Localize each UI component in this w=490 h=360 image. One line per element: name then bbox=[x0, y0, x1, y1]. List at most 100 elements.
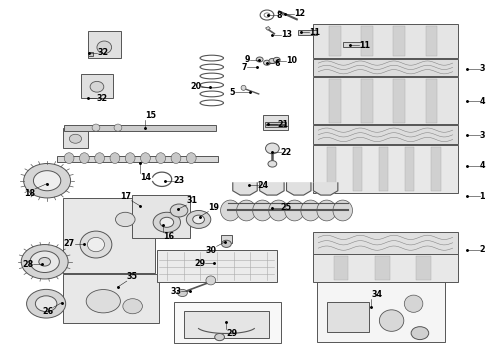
FancyBboxPatch shape bbox=[329, 26, 341, 56]
Ellipse shape bbox=[86, 289, 121, 313]
Ellipse shape bbox=[87, 237, 104, 252]
Circle shape bbox=[256, 57, 263, 62]
FancyBboxPatch shape bbox=[265, 125, 286, 127]
Ellipse shape bbox=[79, 153, 89, 163]
FancyBboxPatch shape bbox=[379, 147, 388, 191]
Text: 29: 29 bbox=[195, 259, 205, 268]
FancyBboxPatch shape bbox=[314, 254, 458, 282]
Text: 10: 10 bbox=[286, 57, 297, 66]
Ellipse shape bbox=[90, 81, 104, 92]
FancyBboxPatch shape bbox=[184, 311, 270, 338]
Text: 15: 15 bbox=[145, 111, 156, 120]
Circle shape bbox=[24, 163, 71, 198]
Text: 32: 32 bbox=[97, 94, 108, 103]
FancyBboxPatch shape bbox=[64, 125, 216, 131]
FancyBboxPatch shape bbox=[405, 147, 415, 191]
Circle shape bbox=[273, 57, 280, 62]
Text: 18: 18 bbox=[24, 189, 35, 198]
FancyBboxPatch shape bbox=[329, 79, 341, 123]
Circle shape bbox=[26, 289, 66, 318]
Ellipse shape bbox=[95, 153, 104, 163]
Ellipse shape bbox=[301, 200, 320, 221]
Circle shape bbox=[21, 244, 68, 279]
Circle shape bbox=[153, 212, 180, 232]
Text: 21: 21 bbox=[277, 120, 289, 129]
Circle shape bbox=[411, 327, 429, 339]
Text: 14: 14 bbox=[140, 173, 151, 182]
Circle shape bbox=[170, 204, 188, 217]
FancyBboxPatch shape bbox=[221, 234, 232, 243]
FancyBboxPatch shape bbox=[362, 79, 373, 123]
Circle shape bbox=[215, 333, 224, 341]
FancyBboxPatch shape bbox=[314, 232, 458, 253]
FancyBboxPatch shape bbox=[314, 145, 458, 193]
Text: 24: 24 bbox=[258, 181, 269, 190]
FancyBboxPatch shape bbox=[362, 26, 373, 56]
Ellipse shape bbox=[116, 212, 135, 226]
FancyBboxPatch shape bbox=[375, 256, 390, 280]
Ellipse shape bbox=[333, 200, 352, 221]
Text: 12: 12 bbox=[294, 9, 305, 18]
FancyBboxPatch shape bbox=[393, 79, 405, 123]
Text: 11: 11 bbox=[359, 41, 370, 50]
Text: 30: 30 bbox=[206, 246, 217, 255]
FancyBboxPatch shape bbox=[334, 256, 348, 280]
Ellipse shape bbox=[206, 276, 216, 285]
Ellipse shape bbox=[171, 153, 181, 163]
Ellipse shape bbox=[404, 295, 423, 312]
FancyBboxPatch shape bbox=[318, 282, 445, 342]
FancyBboxPatch shape bbox=[265, 122, 286, 124]
Polygon shape bbox=[260, 183, 284, 195]
FancyBboxPatch shape bbox=[314, 77, 458, 125]
Ellipse shape bbox=[237, 200, 256, 221]
Ellipse shape bbox=[110, 153, 120, 163]
FancyBboxPatch shape bbox=[157, 250, 277, 282]
Text: 28: 28 bbox=[22, 260, 33, 269]
Text: 5: 5 bbox=[230, 87, 235, 96]
Ellipse shape bbox=[220, 200, 240, 221]
Text: 20: 20 bbox=[190, 82, 201, 91]
Ellipse shape bbox=[70, 134, 81, 143]
Ellipse shape bbox=[379, 310, 404, 331]
FancyBboxPatch shape bbox=[343, 42, 362, 46]
Text: 11: 11 bbox=[310, 28, 320, 37]
Ellipse shape bbox=[241, 85, 246, 90]
FancyBboxPatch shape bbox=[314, 126, 458, 144]
Circle shape bbox=[177, 289, 187, 297]
Text: 13: 13 bbox=[281, 30, 292, 39]
Text: 26: 26 bbox=[42, 307, 53, 316]
FancyBboxPatch shape bbox=[416, 256, 431, 280]
Text: 27: 27 bbox=[64, 239, 75, 248]
Text: 23: 23 bbox=[173, 176, 185, 185]
Text: 9: 9 bbox=[245, 55, 250, 64]
Circle shape bbox=[35, 296, 57, 312]
FancyBboxPatch shape bbox=[393, 26, 405, 56]
Circle shape bbox=[269, 58, 276, 63]
Text: 3: 3 bbox=[480, 131, 485, 140]
Text: 8: 8 bbox=[277, 10, 282, 19]
Ellipse shape bbox=[125, 153, 135, 163]
Ellipse shape bbox=[156, 153, 166, 163]
FancyBboxPatch shape bbox=[326, 147, 336, 191]
FancyBboxPatch shape bbox=[353, 147, 362, 191]
FancyBboxPatch shape bbox=[327, 302, 368, 332]
FancyBboxPatch shape bbox=[132, 195, 190, 238]
FancyBboxPatch shape bbox=[314, 59, 458, 76]
Circle shape bbox=[264, 60, 270, 65]
Text: 1: 1 bbox=[480, 192, 485, 201]
Ellipse shape bbox=[114, 124, 122, 131]
Ellipse shape bbox=[266, 143, 279, 154]
FancyBboxPatch shape bbox=[174, 302, 281, 343]
Ellipse shape bbox=[141, 153, 150, 163]
FancyBboxPatch shape bbox=[425, 79, 437, 123]
Polygon shape bbox=[287, 183, 311, 195]
Text: 16: 16 bbox=[163, 232, 174, 241]
Ellipse shape bbox=[80, 231, 112, 258]
Ellipse shape bbox=[64, 153, 74, 163]
FancyBboxPatch shape bbox=[88, 31, 121, 58]
Text: 3: 3 bbox=[480, 64, 485, 73]
Text: 33: 33 bbox=[171, 287, 181, 296]
Ellipse shape bbox=[317, 200, 337, 221]
Text: 32: 32 bbox=[98, 48, 109, 57]
FancyBboxPatch shape bbox=[425, 26, 437, 56]
